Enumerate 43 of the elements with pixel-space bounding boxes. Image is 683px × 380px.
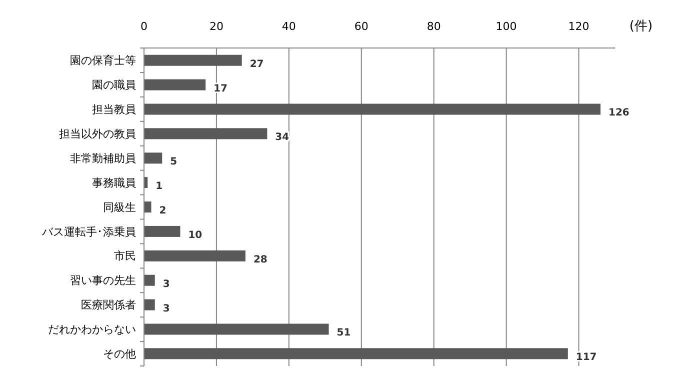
x-tick-label: 80	[426, 20, 441, 33]
bar	[144, 202, 152, 212]
y-tick-label: 担当以外の教員	[59, 128, 136, 141]
data-label: 1	[156, 181, 163, 192]
y-tick-label: 非常勤補助員	[70, 152, 136, 165]
x-tick-label: 20	[209, 20, 224, 33]
y-tick-label: 事務職員	[92, 176, 136, 190]
data-label: 10	[188, 230, 202, 241]
data-label: 126	[608, 108, 630, 119]
y-tick-label: 市民	[114, 250, 136, 263]
bar	[144, 299, 155, 310]
bar	[144, 274, 155, 286]
data-label: 51	[336, 328, 351, 339]
bar	[144, 324, 329, 335]
bar	[144, 128, 268, 140]
bar	[144, 79, 206, 90]
bar	[144, 348, 568, 360]
bar	[144, 152, 162, 164]
bar	[144, 226, 180, 237]
y-tick-label: 医療関係者	[81, 298, 136, 312]
bar	[144, 250, 246, 262]
y-tick-label: その他	[103, 348, 136, 361]
y-tick-label: バス運転手･添乗員	[41, 225, 136, 238]
y-tick-label: だれかわからない	[48, 323, 136, 336]
y-tick-label: 園の保育士等	[70, 54, 136, 68]
y-tick-label: 園の職員	[92, 78, 136, 92]
bar	[144, 104, 601, 115]
data-label: 2	[159, 206, 166, 216]
x-axis-title: (件)	[629, 19, 653, 34]
data-label: 3	[162, 303, 170, 314]
data-label: 3	[162, 278, 170, 290]
x-tick-label: 60	[354, 20, 368, 33]
bar	[144, 54, 242, 66]
y-tick-label: 習い事の先生	[70, 274, 136, 288]
x-tick-label: 0	[140, 20, 148, 33]
data-label: 5	[170, 156, 178, 168]
y-tick-label: 担当教員	[92, 103, 136, 116]
x-tick-label: 120	[568, 20, 590, 33]
data-label: 28	[253, 254, 268, 266]
data-label: 27	[250, 58, 264, 70]
x-tick-label: 40	[282, 20, 296, 33]
x-tick-label: 100	[496, 20, 517, 33]
y-tick-label: 同級生	[103, 200, 136, 214]
